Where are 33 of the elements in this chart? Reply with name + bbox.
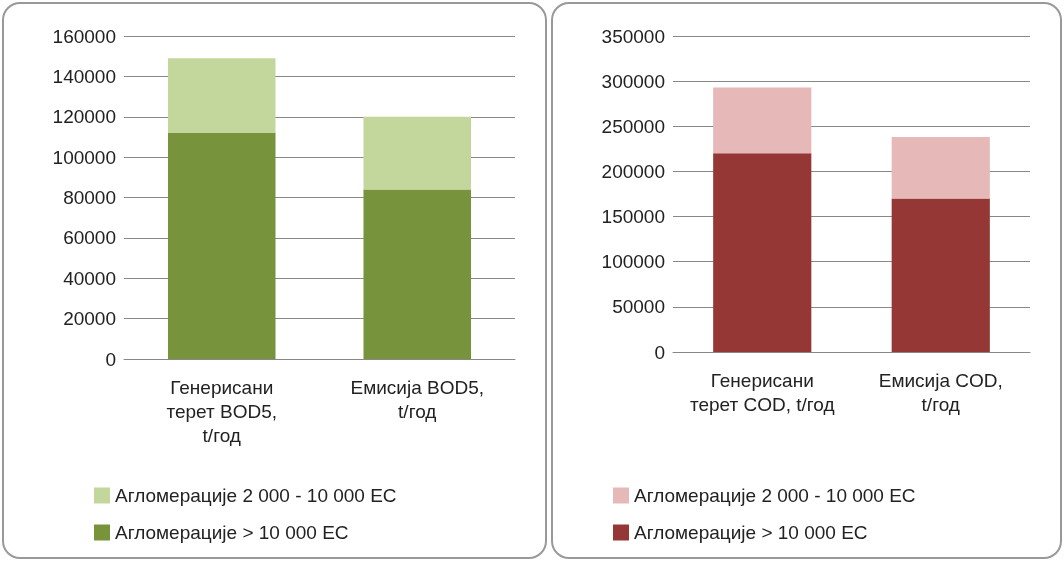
y-tick-label: 120000 [52,106,116,128]
y-tick-label: 300000 [601,70,665,92]
legend-label: Агломерације > 10 000 ЕС [115,522,349,543]
bar [167,132,276,359]
y-tick-label: 50000 [612,296,665,318]
y-tick-label: 160000 [52,25,116,47]
y-tick-label: 0 [654,341,665,363]
y-tick-label: 100000 [52,146,116,168]
y-tick-label: 20000 [63,308,116,330]
y-tick-label: 140000 [52,65,116,87]
y-tick-label: 350000 [601,25,665,47]
y-tick-label: 100000 [601,251,665,273]
bar [713,87,812,154]
bar [363,116,472,190]
bar [167,58,276,133]
legend-label: Агломерације 2 000 - 10 000 ЕС [115,485,397,506]
bar [891,137,990,199]
y-tick-label: 60000 [63,227,116,249]
bar [363,189,472,359]
y-tick-label: 80000 [63,187,116,208]
y-tick-label: 200000 [601,160,665,182]
bar [713,153,812,352]
y-tick-label: 250000 [601,115,665,137]
bar [891,198,990,352]
x-tick-label: Емисија COD, t/год [878,369,1003,415]
legend-label: Агломерације > 10 000 ЕС [634,522,868,543]
y-tick-label: 40000 [63,267,116,289]
y-tick-label: 0 [105,348,116,370]
x-tick-label: Генерисани терет COD, t/год [689,369,835,415]
x-tick-label: Емисија BOD5, t/год [350,376,485,422]
legend-label: Агломерације 2 000 - 10 000 ЕС [634,485,916,506]
x-tick-label: Генерисани терет BOD5, t/год [166,376,278,446]
y-tick-label: 150000 [601,206,665,228]
